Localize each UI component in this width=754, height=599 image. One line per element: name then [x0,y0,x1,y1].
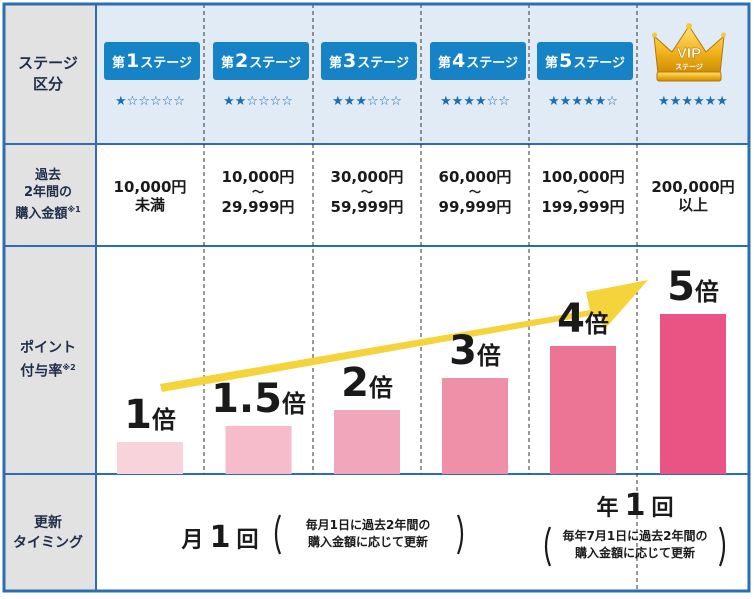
timing-yearly-note: 毎年7月1日に過去2年間の 購入金額に応じて更新 [562,529,708,560]
bar-第5ステージ [550,346,616,474]
point-rate-label: 1倍 [90,392,210,438]
point-rate-number: 5 [667,264,695,310]
point-rate-label: 3倍 [415,328,535,374]
point-rate-number: 1.5 [211,376,282,422]
row-label-stage-line1: ステージ [18,54,78,72]
bar-第3ステージ [334,410,400,474]
row-label-amount-line2: 2年間の [23,185,73,201]
point-rate-suffix: 倍 [694,278,719,306]
monthly-note-brackets [274,514,464,555]
point-rate-suffix: 倍 [368,374,393,402]
row-label-amount-line1: 過去 [34,168,61,184]
amount-stage-1: 10,000円 未満 [113,178,187,214]
bar-第1ステージ [117,442,183,474]
bar-第2ステージ [225,426,292,474]
stars-stage-3: ★★★☆☆☆ [332,94,402,109]
point-rate-label: 5倍 [633,264,753,310]
stage-badge-4: 第 4 ステージ [430,42,526,80]
row-label-timing: 更新 タイミング [4,474,92,591]
row-label-points-line1: ポイント [20,340,76,357]
amount-stage-vip: 200,000円 以上 [651,178,735,214]
stage-badge-3: 第 3 ステージ [321,42,417,80]
vip-sub-text: ステージ [675,63,703,71]
stars-stage-1: ★☆☆☆☆☆ [115,94,185,109]
vip-text: VIP [677,45,701,62]
timing-monthly-note: 毎月1日に過去2年間の 購入金額に応じて更新 [305,518,431,549]
point-rate-number: 3 [449,328,477,374]
stars-stage-5: ★★★★★☆ [548,94,618,109]
row-label-amount-line3: 購入金額 [15,206,68,222]
stage-badge-5: 第 5 ステージ [537,42,633,80]
row-label-points-line2: 付与率 [20,363,63,380]
stars-stage-2: ★★☆☆☆☆ [223,94,293,109]
row-label-points: ポイント 付与率※2 [4,246,92,474]
bar-VIPステージ [660,314,726,474]
amount-stage-4: 60,000円～ 99,999円 [438,168,512,216]
point-rate-label: 2倍 [307,360,427,406]
row-label-timing-line1: 更新 [34,514,62,531]
stars-stage-4: ★★★★☆☆ [440,94,510,109]
amount-stage-2: 10,000円～ 29,999円 [221,168,295,216]
point-rate-suffix: 倍 [151,406,176,434]
point-rate-number: 1 [124,392,152,438]
row-label-stage: ステージ 区分 [4,4,92,144]
bar-第4ステージ [442,378,508,474]
vip-crown-icon: VIP ステージ [652,23,726,82]
row-label-timing-line2: タイミング [13,534,83,551]
amount-stage-3: 30,000円～ 59,999円 [330,168,404,216]
yearly-note-brackets [544,526,726,567]
point-rate-label: 4倍 [523,296,643,342]
point-rate-suffix: 倍 [281,390,306,418]
row-label-stage-line2: 区分 [32,75,63,93]
stars-stage-vip: ★★★★★★ [658,94,728,109]
point-rate-number: 2 [341,360,369,406]
trend-arrow [160,280,648,392]
footnote-2: ※2 [62,363,76,373]
stage-badge-2: 第 2 ステージ [213,42,309,80]
point-rate-suffix: 倍 [476,342,501,370]
stage-badge-1: 第 1 ステージ [104,42,200,80]
point-rate-label: 1.5倍 [199,376,319,422]
footnote-1: ※1 [67,205,81,215]
point-rate-suffix: 倍 [584,310,609,338]
amount-stage-5: 100,000円～ 199,999円 [541,168,625,216]
row-label-amount: 過去 2年間の 購入金額※1 [4,144,92,246]
point-rate-number: 4 [557,296,585,342]
